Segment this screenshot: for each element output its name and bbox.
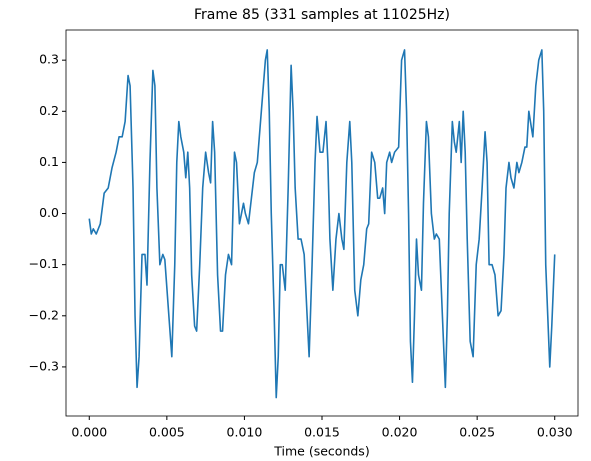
plot-frame bbox=[65, 29, 579, 417]
chart-title: Frame 85 (331 samples at 11025Hz) bbox=[194, 7, 450, 23]
x-tick-label: 0.010 bbox=[227, 425, 263, 440]
y-tick-label: 0.0 bbox=[39, 205, 59, 220]
x-tick-label: 0.030 bbox=[537, 425, 573, 440]
data-line bbox=[88, 49, 556, 399]
x-tick-label: 0.015 bbox=[304, 425, 340, 440]
x-axis-label: Time (seconds) bbox=[273, 444, 369, 459]
y-tick-label: −0.2 bbox=[29, 307, 59, 322]
x-tick-label: 0.005 bbox=[149, 425, 185, 440]
y-tick-label: −0.1 bbox=[29, 256, 59, 271]
y-tick-label: 0.2 bbox=[39, 103, 59, 118]
x-tick-label: 0.000 bbox=[71, 425, 107, 440]
y-tick-label: −0.3 bbox=[29, 358, 59, 373]
y-tick-label: 0.3 bbox=[39, 52, 59, 67]
x-tick-label: 0.025 bbox=[459, 425, 495, 440]
y-tick-label: 0.1 bbox=[39, 154, 59, 169]
x-tick-label: 0.020 bbox=[382, 425, 418, 440]
